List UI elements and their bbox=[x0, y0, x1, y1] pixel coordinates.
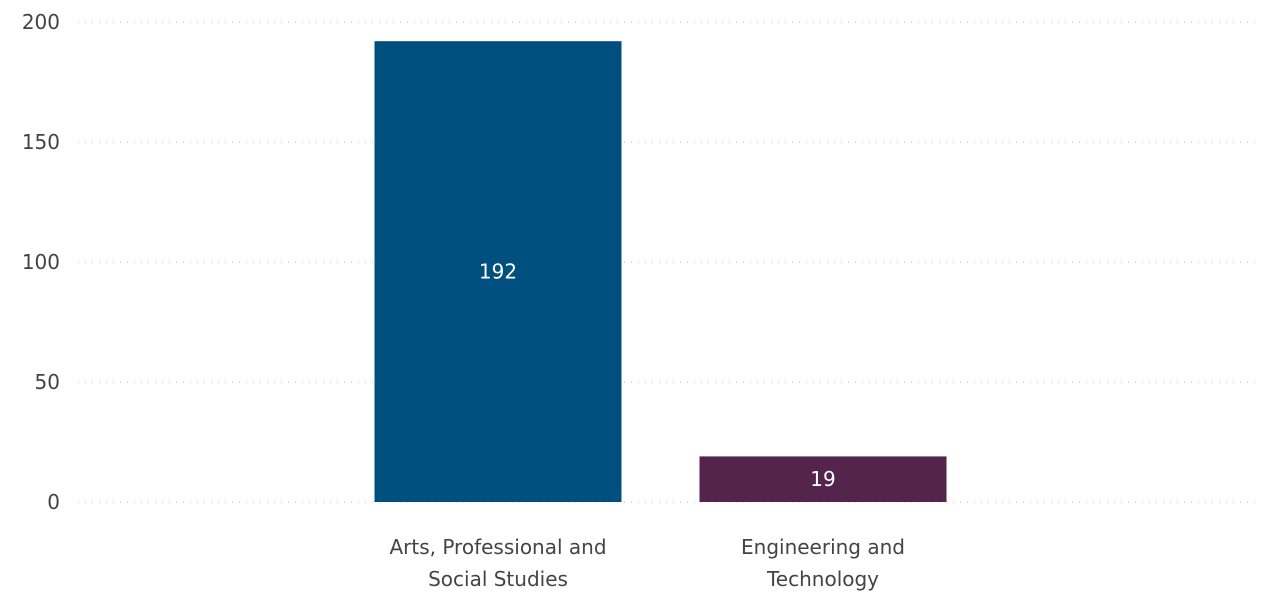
bar bbox=[699, 456, 947, 502]
data-labels: 192 19 bbox=[479, 260, 836, 492]
data-label: 192 bbox=[479, 260, 517, 284]
y-tick-label: 100 bbox=[22, 250, 60, 274]
x-axis-category-labels: Arts, Professional and Social Studies Engi… bbox=[389, 535, 905, 591]
y-tick-label: 50 bbox=[35, 370, 60, 394]
x-category-label: Engineering and Technology bbox=[741, 535, 905, 591]
x-category-label: Arts, Professional and Social Studies bbox=[389, 535, 606, 591]
bars bbox=[374, 41, 947, 502]
data-label: 19 bbox=[810, 467, 835, 491]
y-tick-label: 150 bbox=[22, 130, 60, 154]
gridlines bbox=[78, 21, 1256, 503]
bar bbox=[374, 41, 622, 502]
y-tick-label: 200 bbox=[22, 10, 60, 34]
y-axis-tick-labels: 0 50 100 150 200 bbox=[22, 10, 60, 514]
y-tick-label: 0 bbox=[47, 490, 60, 514]
